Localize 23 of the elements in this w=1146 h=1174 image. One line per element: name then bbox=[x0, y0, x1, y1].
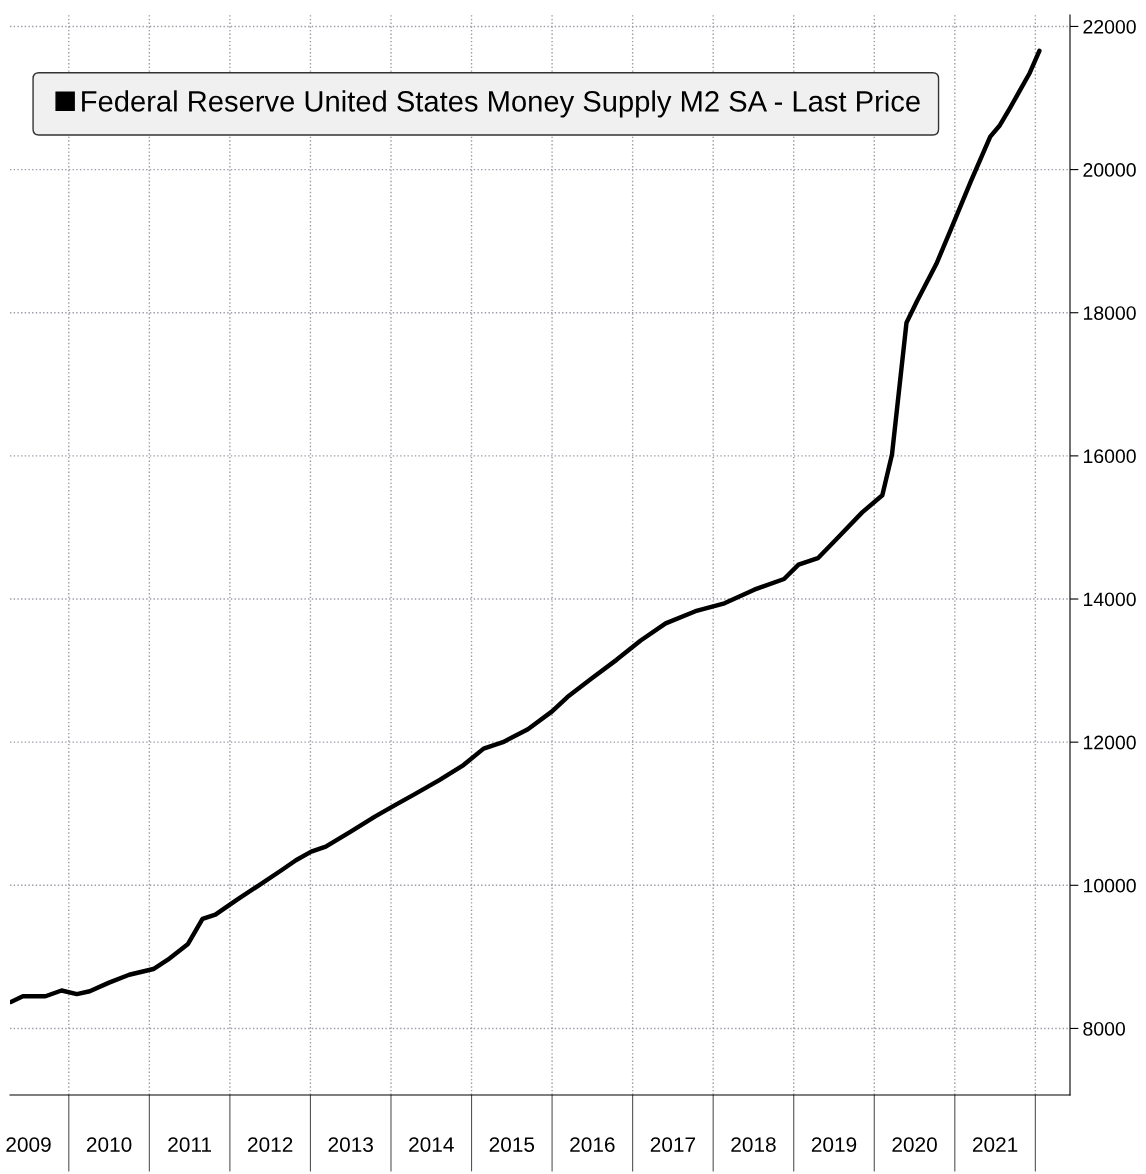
y-tick-label: 18000 bbox=[1083, 306, 1136, 320]
line-series bbox=[10, 48, 1042, 1005]
y-tick-label: 8000 bbox=[1083, 1021, 1125, 1036]
y-tick-label: 12000 bbox=[1083, 735, 1136, 750]
legend-label: Federal Reserve United States Money Supply M2 SA - Last Price bbox=[82, 90, 920, 118]
x-tick-label: 2010 bbox=[86, 1137, 132, 1152]
y-tick-label: 20000 bbox=[1083, 163, 1136, 177]
x-tick-label: 2011 bbox=[168, 1137, 212, 1152]
x-tick-label: 2013 bbox=[328, 1137, 373, 1152]
y-tick-label: 14000 bbox=[1083, 592, 1136, 607]
x-tick-label: 2017 bbox=[650, 1137, 696, 1152]
x-tick-label: 2016 bbox=[570, 1137, 615, 1152]
y-tick-label: 10000 bbox=[1083, 878, 1136, 893]
x-tick-label: 2019 bbox=[811, 1137, 857, 1152]
y-tick-label: 16000 bbox=[1083, 449, 1136, 464]
x-tick-label: 2018 bbox=[731, 1137, 776, 1152]
x-tick-label: 2015 bbox=[489, 1137, 535, 1152]
x-tick-label: 2009 bbox=[6, 1137, 51, 1152]
x-tick-label: 2021 bbox=[972, 1137, 1018, 1152]
x-tick-label: 2012 bbox=[248, 1137, 293, 1152]
x-tick-label: 2020 bbox=[892, 1137, 937, 1152]
x-tick-label: 2014 bbox=[409, 1137, 454, 1152]
y-tick-label: 22000 bbox=[1083, 19, 1136, 34]
